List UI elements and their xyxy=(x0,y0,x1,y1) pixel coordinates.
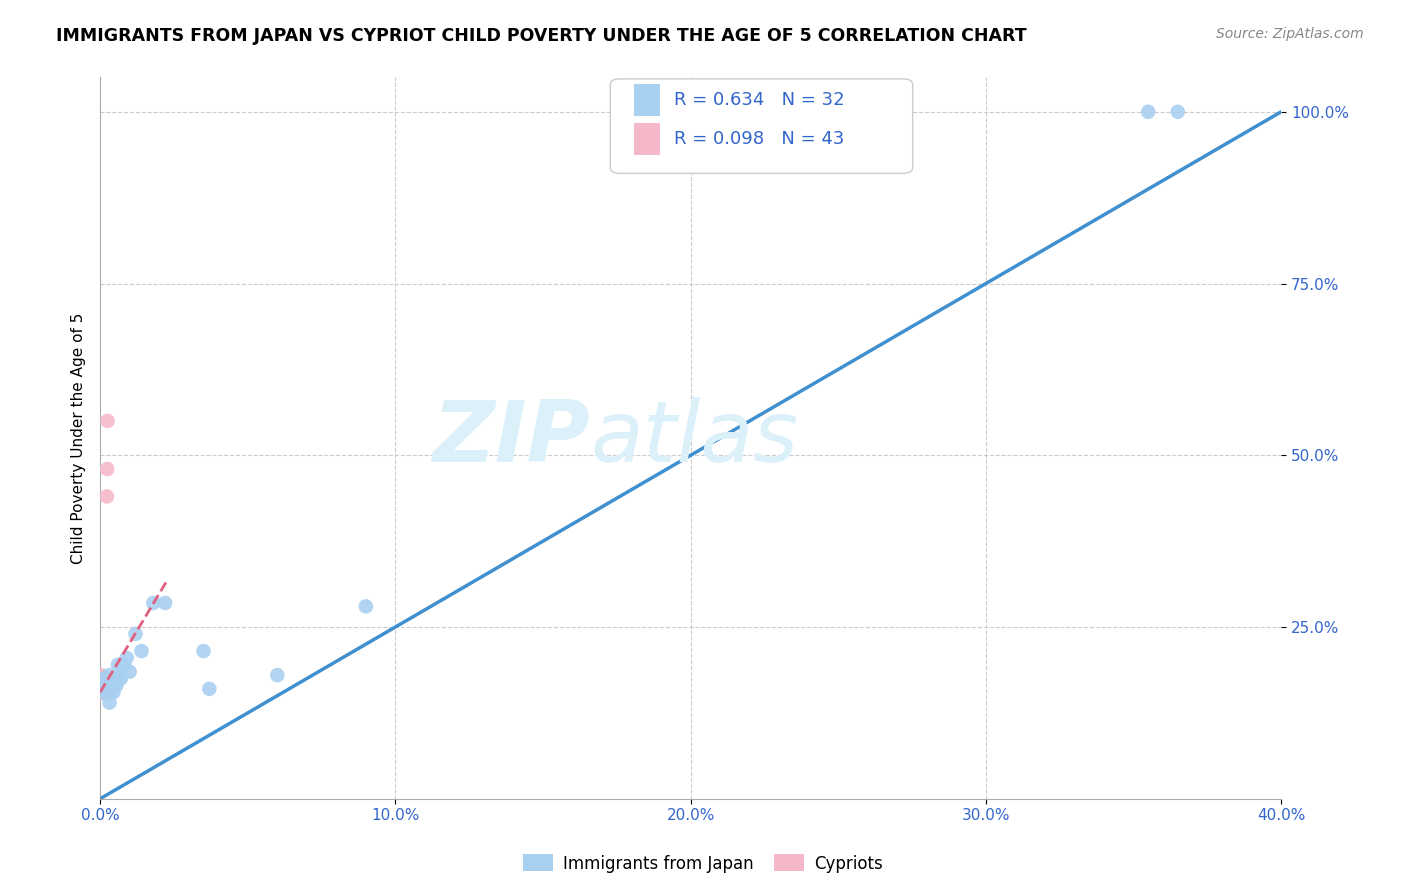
Point xyxy=(90,681,112,696)
Point xyxy=(105,678,128,692)
Point xyxy=(108,672,131,686)
Point xyxy=(96,462,118,476)
Point xyxy=(100,685,122,699)
FancyBboxPatch shape xyxy=(610,78,912,173)
Point xyxy=(91,672,114,686)
Point xyxy=(89,668,111,682)
Point xyxy=(118,665,141,679)
Point xyxy=(94,681,117,696)
Point xyxy=(93,672,115,686)
Point xyxy=(90,672,112,686)
Point xyxy=(131,644,153,658)
Point xyxy=(93,678,115,692)
Text: ZIP: ZIP xyxy=(433,397,591,480)
Point xyxy=(101,672,124,686)
Point xyxy=(93,681,115,696)
Point xyxy=(93,672,115,686)
Point xyxy=(91,685,114,699)
Bar xyxy=(634,84,659,116)
Point xyxy=(93,678,115,692)
Point xyxy=(111,657,134,672)
Point xyxy=(90,681,112,696)
Bar xyxy=(634,123,659,155)
Point xyxy=(90,678,112,692)
Point xyxy=(142,596,165,610)
Point xyxy=(115,651,138,665)
Point xyxy=(98,668,121,682)
Point xyxy=(90,675,112,690)
Point xyxy=(94,678,117,692)
Point xyxy=(354,599,377,614)
Point xyxy=(104,672,127,686)
Point xyxy=(94,681,117,696)
Point xyxy=(91,678,114,692)
Point xyxy=(96,678,118,692)
Text: R = 0.634   N = 32: R = 0.634 N = 32 xyxy=(673,91,845,109)
Point xyxy=(94,678,117,692)
Point xyxy=(124,627,146,641)
Point xyxy=(91,675,114,690)
Point xyxy=(96,490,118,504)
Point xyxy=(91,685,114,699)
Text: Source: ZipAtlas.com: Source: ZipAtlas.com xyxy=(1216,27,1364,41)
Point xyxy=(103,685,125,699)
Point xyxy=(110,672,132,686)
Point xyxy=(91,681,114,696)
Point xyxy=(112,657,135,672)
Point xyxy=(90,678,112,692)
Point xyxy=(91,675,114,690)
Point xyxy=(266,668,288,682)
Point xyxy=(93,681,115,696)
Point xyxy=(94,678,117,692)
Point xyxy=(93,675,115,690)
Point xyxy=(90,672,112,686)
Point xyxy=(96,672,118,686)
Point xyxy=(94,672,117,686)
Point xyxy=(96,681,118,696)
Point xyxy=(1137,104,1160,119)
Point xyxy=(1167,104,1189,119)
Point xyxy=(193,644,215,658)
Point xyxy=(153,596,176,610)
Point xyxy=(93,675,115,690)
Text: atlas: atlas xyxy=(591,397,799,480)
Point xyxy=(91,685,114,699)
Point xyxy=(107,657,129,672)
Point xyxy=(91,685,114,699)
Point xyxy=(90,678,112,692)
Point xyxy=(94,685,117,699)
Point xyxy=(90,672,112,686)
Point xyxy=(96,681,118,696)
Text: IMMIGRANTS FROM JAPAN VS CYPRIOT CHILD POVERTY UNDER THE AGE OF 5 CORRELATION CH: IMMIGRANTS FROM JAPAN VS CYPRIOT CHILD P… xyxy=(56,27,1026,45)
Point xyxy=(101,678,124,692)
Point xyxy=(89,678,111,692)
Text: R = 0.098   N = 43: R = 0.098 N = 43 xyxy=(673,130,845,148)
Point xyxy=(198,681,221,696)
Point xyxy=(90,685,112,699)
Point xyxy=(93,685,115,699)
Point xyxy=(94,678,117,692)
Point xyxy=(94,672,117,686)
Point xyxy=(93,672,115,686)
Point xyxy=(94,672,117,686)
Y-axis label: Child Poverty Under the Age of 5: Child Poverty Under the Age of 5 xyxy=(72,312,86,564)
Point xyxy=(96,685,118,699)
Point xyxy=(96,414,118,428)
Point xyxy=(93,672,115,686)
Point xyxy=(98,696,121,710)
Legend: Immigrants from Japan, Cypriots: Immigrants from Japan, Cypriots xyxy=(516,847,890,880)
